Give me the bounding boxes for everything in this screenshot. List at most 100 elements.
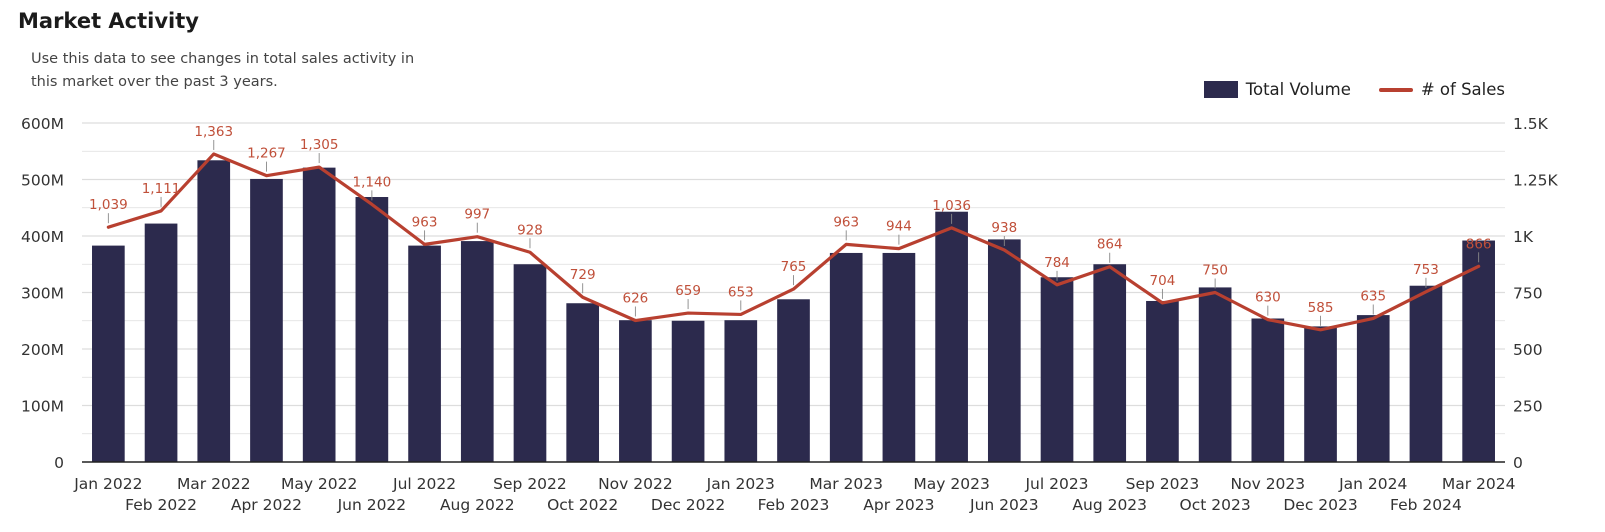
chart-subtitle: Use this data to see changes in total sa… xyxy=(31,51,415,90)
y-right-tick-label: 1K xyxy=(1513,228,1534,246)
y-right-tick-label: 1.5K xyxy=(1513,115,1549,133)
data-label: 1,363 xyxy=(194,124,233,140)
x-tick-label: Oct 2023 xyxy=(1180,496,1251,514)
data-label: 765 xyxy=(781,259,807,275)
y-left-tick-label: 600M xyxy=(21,115,64,133)
x-tick-label: Jul 2022 xyxy=(392,475,456,493)
bar xyxy=(1462,240,1495,462)
x-tick-label: Jun 2023 xyxy=(969,496,1039,514)
x-tick-label: Nov 2023 xyxy=(1231,475,1306,493)
bar xyxy=(1040,277,1074,462)
data-label: 626 xyxy=(622,291,648,307)
legend-item-total-volume[interactable]: Total Volume xyxy=(1203,80,1351,99)
legend-item-sales[interactable]: # of Sales xyxy=(1378,80,1505,99)
x-tick-label: Feb 2024 xyxy=(1390,496,1462,514)
x-tick-label: Aug 2023 xyxy=(1072,496,1147,514)
bar xyxy=(1093,264,1127,462)
legend-label-total-volume: Total Volume xyxy=(1245,80,1351,99)
x-tick-label: May 2023 xyxy=(913,475,989,493)
data-label: 963 xyxy=(833,214,859,230)
data-label: 750 xyxy=(1202,263,1228,279)
x-tick-label: Apr 2022 xyxy=(231,496,302,514)
x-tick-label: Dec 2022 xyxy=(651,496,725,514)
data-label: 753 xyxy=(1413,262,1439,278)
x-tick-label: Feb 2023 xyxy=(758,496,830,514)
data-label: 659 xyxy=(675,283,701,299)
y-right-tick-label: 250 xyxy=(1513,398,1543,416)
y-left-tick-label: 200M xyxy=(21,341,64,359)
y-right-tick-label: 500 xyxy=(1513,341,1543,359)
data-label: 864 xyxy=(1097,237,1123,253)
bar xyxy=(513,264,547,462)
bar xyxy=(882,252,916,462)
x-tick-label: Sep 2023 xyxy=(1126,475,1200,493)
data-label: 1,111 xyxy=(142,181,181,197)
bar xyxy=(460,241,494,462)
x-tick-label: Mar 2022 xyxy=(177,475,251,493)
x-tick-label: Apr 2023 xyxy=(863,496,934,514)
y-left-tick-label: 0 xyxy=(54,454,64,472)
bar xyxy=(987,239,1021,462)
y-right-tick-label: 750 xyxy=(1513,285,1543,303)
data-label: 635 xyxy=(1360,288,1386,304)
bar xyxy=(92,245,125,462)
chart-title: Market Activity xyxy=(18,9,199,33)
data-label: 729 xyxy=(570,267,596,283)
bar xyxy=(671,320,705,462)
bar xyxy=(197,160,231,463)
x-tick-label: Mar 2023 xyxy=(809,475,883,493)
x-tick-label: Mar 2024 xyxy=(1442,475,1516,493)
bar xyxy=(1304,326,1337,462)
sales-line xyxy=(106,152,1481,332)
data-label: 866 xyxy=(1466,236,1492,252)
y-left-tick-label: 100M xyxy=(21,398,64,416)
x-tick-label: Jan 2023 xyxy=(706,475,775,493)
bar xyxy=(935,211,968,462)
bar xyxy=(1146,300,1179,462)
data-label: 963 xyxy=(412,214,438,230)
legend-bar-swatch xyxy=(1203,81,1238,98)
data-label: 1,036 xyxy=(932,198,971,214)
x-tick-label: Sep 2022 xyxy=(493,475,567,493)
x-tick-label: Aug 2022 xyxy=(440,496,515,514)
x-tick-label: Jul 2023 xyxy=(1024,475,1088,493)
bar xyxy=(144,223,178,462)
bar xyxy=(355,197,389,462)
bar xyxy=(1409,285,1443,462)
legend-line-swatch xyxy=(1378,87,1413,92)
data-label: 653 xyxy=(728,284,754,300)
y-right-tick-label: 0 xyxy=(1513,454,1523,472)
data-label: 1,267 xyxy=(247,146,286,162)
x-tick-label: Jan 2024 xyxy=(1338,475,1407,493)
y-left-tick-label: 500M xyxy=(21,172,64,190)
bar xyxy=(1356,315,1390,462)
bar xyxy=(619,320,652,462)
legend-label-sales: # of Sales xyxy=(1420,80,1505,99)
data-label: 585 xyxy=(1308,300,1334,316)
data-label: 784 xyxy=(1044,255,1070,271)
bar xyxy=(302,167,336,462)
y-left-tick-label: 300M xyxy=(21,285,64,303)
bar xyxy=(829,252,863,462)
data-label: 1,140 xyxy=(353,174,392,190)
x-tick-label: Feb 2022 xyxy=(125,496,197,514)
data-label: 630 xyxy=(1255,290,1281,306)
data-label: 1,039 xyxy=(89,197,128,213)
bar xyxy=(1251,318,1285,462)
x-tick-label: Dec 2023 xyxy=(1283,496,1357,514)
y-right-tick-label: 1.25K xyxy=(1513,172,1559,190)
x-tick-label: Jan 2022 xyxy=(73,475,142,493)
bar xyxy=(566,303,600,462)
bar xyxy=(250,178,283,462)
data-label: 704 xyxy=(1150,273,1176,289)
x-tick-label: Oct 2022 xyxy=(547,496,618,514)
data-label: 997 xyxy=(464,207,490,223)
data-label: 944 xyxy=(886,219,912,235)
legend: Total Volume # of Sales xyxy=(1176,80,1505,99)
bar xyxy=(1198,287,1232,462)
data-label: 938 xyxy=(991,220,1017,236)
bar xyxy=(724,320,758,462)
data-label: 928 xyxy=(517,222,543,238)
bar xyxy=(777,299,810,462)
